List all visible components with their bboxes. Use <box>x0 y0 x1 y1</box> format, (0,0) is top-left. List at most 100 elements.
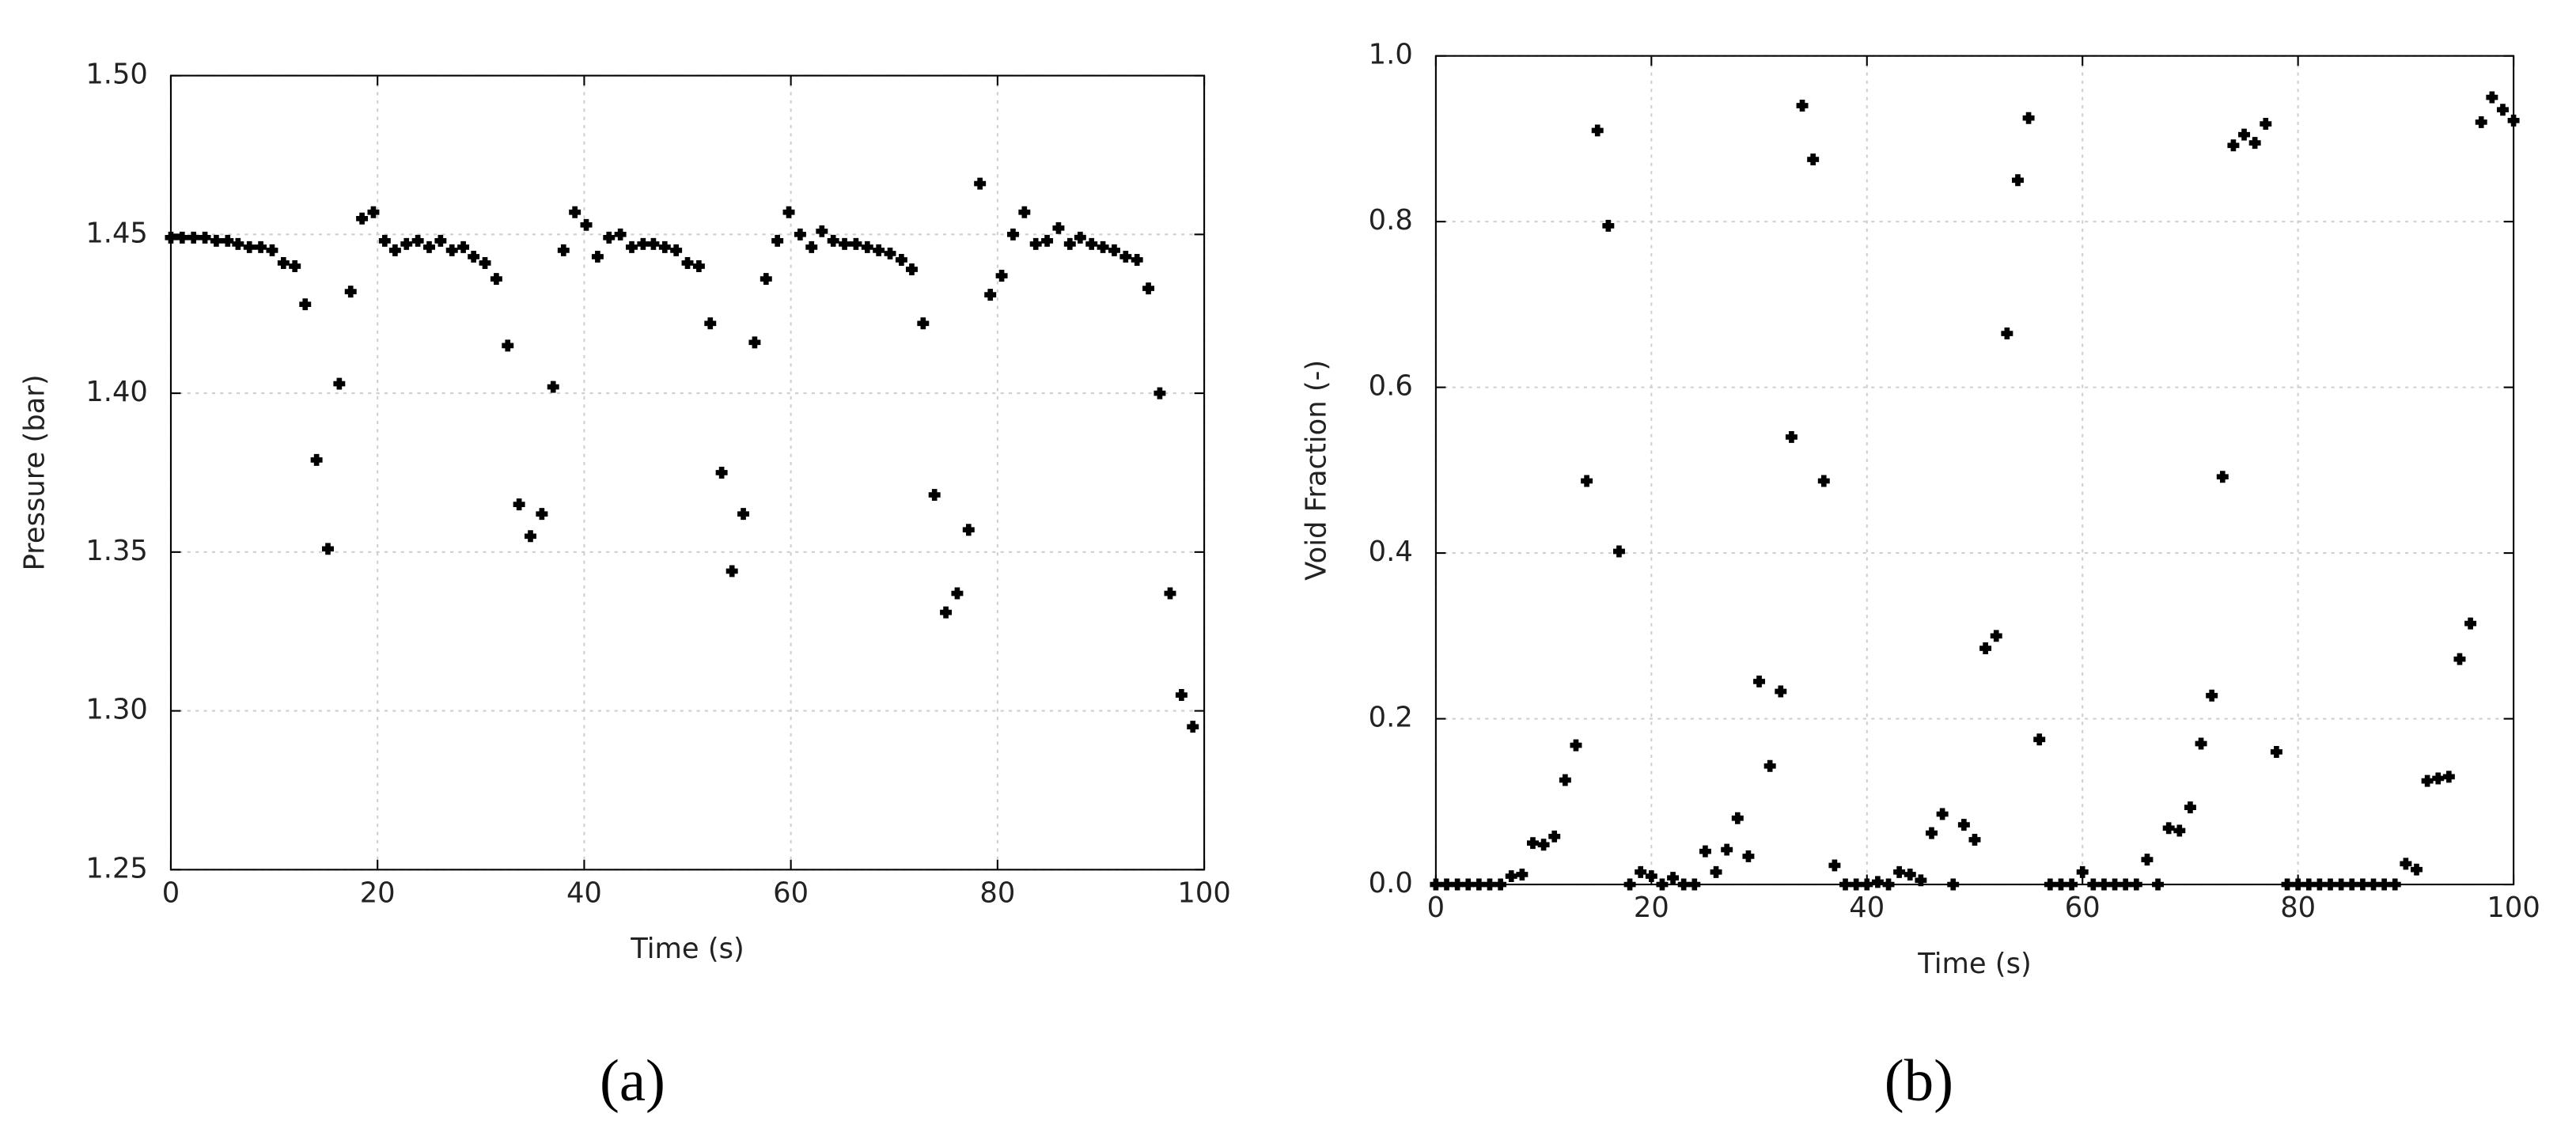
data-point <box>333 377 346 390</box>
data-point <box>2012 174 2024 187</box>
data-point <box>1131 253 1143 266</box>
data-point <box>1882 878 1895 891</box>
data-point <box>2130 878 2142 891</box>
data-point <box>1085 237 1098 250</box>
panel-label: (a) <box>600 1048 665 1114</box>
data-point <box>917 317 930 330</box>
data-point <box>1850 878 1862 891</box>
data-point <box>782 206 795 218</box>
data-point <box>1861 878 1873 891</box>
x-tick-label: 60 <box>2065 892 2101 924</box>
data-point <box>2507 114 2520 127</box>
data-point <box>1635 865 1647 878</box>
data-point <box>603 231 616 244</box>
data-point <box>1063 237 1076 250</box>
data-point <box>1591 124 1604 137</box>
data-point <box>1731 812 1744 824</box>
data-point <box>1570 739 1582 752</box>
data-point <box>388 244 401 256</box>
y-tick-label: 0.4 <box>1369 536 1413 568</box>
data-point <box>2270 745 2282 758</box>
data-point <box>895 253 907 266</box>
data-point <box>1807 153 1820 166</box>
data-point <box>1462 878 1475 891</box>
data-point <box>1699 845 1711 858</box>
y-tick-label: 0.8 <box>1369 204 1413 237</box>
data-point <box>940 606 953 619</box>
data-point <box>984 289 997 301</box>
data-point <box>1957 819 1970 831</box>
y-tick-label: 1.35 <box>85 535 148 567</box>
y-tick-label: 1.50 <box>85 59 148 91</box>
data-point <box>2195 737 2207 750</box>
data-point <box>2421 774 2434 787</box>
data-point <box>1785 430 1798 443</box>
data-point <box>760 273 772 286</box>
data-point <box>626 240 638 253</box>
data-point <box>479 256 491 269</box>
data-point <box>1548 830 1561 843</box>
data-point <box>502 339 514 352</box>
data-point <box>2432 772 2445 785</box>
data-point <box>737 508 750 521</box>
data-point <box>2238 128 2251 141</box>
data-point <box>614 228 627 240</box>
x-tick-label: 20 <box>1634 892 1669 924</box>
data-point <box>1505 870 1517 883</box>
data-point <box>1763 759 1776 772</box>
data-point <box>2442 771 2455 783</box>
data-point <box>2281 878 2294 891</box>
data-point <box>1602 219 1615 232</box>
data-point <box>322 543 334 555</box>
data-point <box>1796 100 1809 112</box>
y-tick-label: 0.0 <box>1369 867 1413 899</box>
data-point <box>2453 653 2466 665</box>
data-point <box>2206 689 2218 702</box>
data-point <box>1018 206 1031 218</box>
x-tick-label: 0 <box>1427 892 1445 924</box>
data-point <box>1839 878 1852 891</box>
data-point <box>951 587 964 600</box>
data-point <box>1947 878 1960 891</box>
data-point <box>928 489 941 502</box>
data-point <box>547 381 559 393</box>
data-point <box>1451 878 1464 891</box>
data-point <box>1667 872 1680 884</box>
data-point <box>715 466 728 479</box>
data-point <box>2044 878 2056 891</box>
data-point <box>1472 878 1485 891</box>
data-point <box>210 234 222 247</box>
data-point <box>1828 859 1841 872</box>
data-point <box>2141 854 2154 866</box>
data-point <box>525 530 536 543</box>
data-point <box>2411 863 2423 876</box>
data-point <box>1936 808 1949 820</box>
data-point <box>2108 878 2121 891</box>
x-axis-label: Time (s) <box>1917 948 2031 980</box>
plot-frame <box>1434 55 2515 886</box>
data-point <box>591 250 604 263</box>
data-point <box>266 244 278 256</box>
data-point <box>704 317 717 330</box>
data-point <box>1775 685 1787 698</box>
data-point <box>850 237 862 250</box>
data-point <box>222 234 234 247</box>
data-point <box>176 231 188 244</box>
data-point <box>1753 675 1766 687</box>
data-point <box>974 177 987 190</box>
data-point <box>255 240 267 253</box>
data-point <box>861 240 873 253</box>
data-point <box>1721 843 1733 856</box>
data-point <box>188 231 200 244</box>
data-point <box>1006 228 1019 240</box>
data-point <box>2313 878 2326 891</box>
data-point <box>995 270 1008 282</box>
data-point <box>2464 617 2477 630</box>
data-point <box>1559 774 1571 786</box>
data-point <box>2260 118 2272 131</box>
y-tick-label: 1.30 <box>85 694 148 726</box>
data-point <box>1871 876 1884 888</box>
y-tick-label: 1.45 <box>85 217 148 249</box>
data-point <box>344 286 357 298</box>
